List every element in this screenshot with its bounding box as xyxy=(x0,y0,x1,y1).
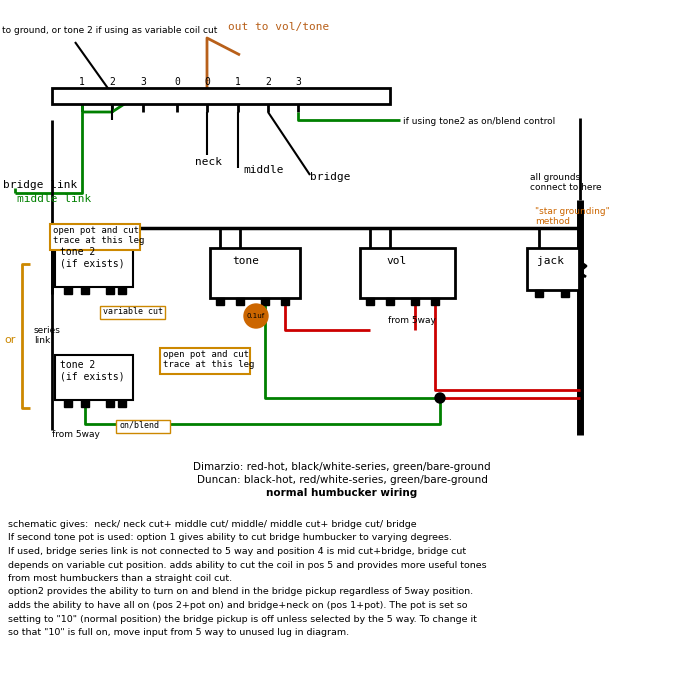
Text: tone 2
(if exists): tone 2 (if exists) xyxy=(60,247,124,269)
Text: from 5way: from 5way xyxy=(52,430,100,439)
Bar xyxy=(52,88,390,104)
Text: normal humbucker wiring: normal humbucker wiring xyxy=(266,488,418,498)
Circle shape xyxy=(435,393,445,403)
Bar xyxy=(50,224,140,250)
Text: bridge link: bridge link xyxy=(3,180,77,190)
Text: option2 provides the ability to turn on and blend in the bridge pickup regardles: option2 provides the ability to turn on … xyxy=(8,587,473,597)
Text: open pot and cut
trace at this leg: open pot and cut trace at this leg xyxy=(53,226,144,246)
Bar xyxy=(366,298,374,305)
Text: 1: 1 xyxy=(235,77,241,87)
Bar xyxy=(81,287,89,294)
Text: or: or xyxy=(4,335,15,345)
Text: Dimarzio: red-hot, black/white-series, green/bare-ground: Dimarzio: red-hot, black/white-series, g… xyxy=(193,462,491,472)
Text: If used, bridge series link is not connected to 5 way and position 4 is mid cut+: If used, bridge series link is not conne… xyxy=(8,547,466,556)
Bar xyxy=(261,298,269,305)
Bar xyxy=(106,400,114,407)
Text: 2: 2 xyxy=(265,77,271,87)
Text: 0: 0 xyxy=(174,77,180,87)
Text: 3: 3 xyxy=(140,77,146,87)
Text: Duncan: black-hot, red/white-series, green/bare-ground: Duncan: black-hot, red/white-series, gre… xyxy=(196,475,488,485)
Text: if using tone2 as on/blend control: if using tone2 as on/blend control xyxy=(403,117,555,126)
Bar xyxy=(118,400,126,407)
Text: from 5way: from 5way xyxy=(388,316,436,325)
Bar xyxy=(281,298,289,305)
Text: middle: middle xyxy=(243,165,283,175)
Text: bridge: bridge xyxy=(310,172,350,182)
Bar xyxy=(100,306,165,319)
Text: series
link: series link xyxy=(34,326,61,345)
Text: out to vol/tone: out to vol/tone xyxy=(228,22,329,32)
Text: depends on variable cut position. adds ability to cut the coil in pos 5 and prov: depends on variable cut position. adds a… xyxy=(8,560,486,569)
Text: adds the ability to have all on (pos 2+pot on) and bridge+neck on (pos 1+pot). T: adds the ability to have all on (pos 2+p… xyxy=(8,601,467,610)
Text: 3: 3 xyxy=(295,77,301,87)
Text: open pot and cut
trace at this leg: open pot and cut trace at this leg xyxy=(163,350,254,369)
Bar xyxy=(431,298,439,305)
Bar xyxy=(160,348,250,374)
Text: on/blend: on/blend xyxy=(119,421,159,430)
Circle shape xyxy=(244,304,268,328)
Text: vol: vol xyxy=(386,256,406,266)
Bar xyxy=(535,290,543,297)
Text: schematic gives:  neck/ neck cut+ middle cut/ middle/ middle cut+ bridge cut/ br: schematic gives: neck/ neck cut+ middle … xyxy=(8,520,417,529)
Text: 1: 1 xyxy=(79,77,85,87)
Text: "star grounding"
method: "star grounding" method xyxy=(535,207,609,226)
Bar xyxy=(216,298,224,305)
Bar xyxy=(64,400,72,407)
Bar xyxy=(55,242,133,287)
Bar xyxy=(116,420,170,433)
Text: setting to "10" (normal position) the bridge pickup is off unless selected by th: setting to "10" (normal position) the br… xyxy=(8,615,477,624)
Text: from most humbuckers than a straight coil cut.: from most humbuckers than a straight coi… xyxy=(8,574,232,583)
Text: variable cut: variable cut xyxy=(103,307,163,316)
Text: tone: tone xyxy=(232,256,259,266)
Bar xyxy=(106,287,114,294)
Text: 2: 2 xyxy=(109,77,115,87)
Bar xyxy=(210,248,300,298)
Text: to ground, or tone 2 if using as variable coil cut: to ground, or tone 2 if using as variabl… xyxy=(2,26,218,35)
Bar xyxy=(55,355,133,400)
Text: 0.1uf: 0.1uf xyxy=(247,313,265,319)
Text: all grounds
connect to here: all grounds connect to here xyxy=(530,173,602,192)
Bar xyxy=(527,248,579,290)
Bar xyxy=(386,298,394,305)
Bar xyxy=(561,290,569,297)
Bar xyxy=(64,287,72,294)
Text: so that "10" is full on, move input from 5 way to unused lug in diagram.: so that "10" is full on, move input from… xyxy=(8,628,349,637)
Text: tone 2
(if exists): tone 2 (if exists) xyxy=(60,360,124,381)
Bar xyxy=(360,248,455,298)
Text: middle link: middle link xyxy=(17,194,91,204)
Bar xyxy=(118,287,126,294)
Text: jack: jack xyxy=(537,256,564,266)
Text: 0: 0 xyxy=(204,77,210,87)
Bar xyxy=(81,400,89,407)
Bar xyxy=(236,298,244,305)
Text: neck: neck xyxy=(195,157,222,167)
Bar xyxy=(411,298,419,305)
Text: If second tone pot is used: option 1 gives ability to cut bridge humbucker to va: If second tone pot is used: option 1 giv… xyxy=(8,534,452,543)
